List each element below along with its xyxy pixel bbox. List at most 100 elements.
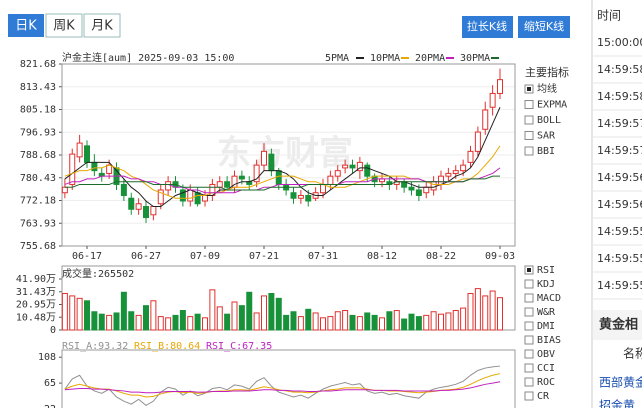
indicator[interactable]: BIAS	[537, 335, 561, 346]
volume-bar	[202, 317, 208, 331]
y-tick-label: 772.18	[20, 196, 56, 207]
indicator[interactable]: DMI	[537, 321, 555, 332]
checkbox[interactable]	[524, 293, 534, 303]
indicator[interactable]: CCI	[537, 363, 555, 374]
column-header: 名称	[623, 346, 642, 361]
tab[interactable]: 周K	[53, 19, 75, 34]
candle-body	[349, 164, 356, 169]
volume-bar	[283, 314, 290, 331]
volume-bar	[334, 311, 341, 331]
checkbox[interactable]	[524, 131, 534, 140]
button-label[interactable]: 拉长K线	[467, 19, 507, 33]
checkbox-mark[interactable]	[527, 268, 531, 272]
indicator[interactable]: BOLL	[537, 115, 561, 126]
time: 14:59:55	[597, 252, 642, 265]
checkbox[interactable]	[524, 100, 534, 109]
volume-bar	[467, 292, 474, 331]
indicator[interactable]: EXPMA	[537, 100, 567, 111]
volume-bar	[489, 290, 496, 331]
time: 14:59:57	[597, 144, 642, 157]
volume-bar	[179, 310, 186, 331]
candle-body	[84, 145, 90, 163]
volume-bar	[98, 313, 105, 331]
tab-active[interactable]	[8, 14, 44, 37]
indicator[interactable]: 均线	[537, 82, 557, 95]
x-tick-label: 08-12	[367, 251, 397, 262]
volume-bar	[120, 291, 127, 331]
candle-body	[320, 183, 326, 194]
candle-body	[143, 206, 149, 219]
rsi-line	[64, 381, 501, 394]
indicator[interactable]: SAR	[537, 131, 556, 142]
indicator[interactable]: ROC	[537, 377, 555, 388]
volume-bar	[430, 311, 437, 331]
y-tick-label: 0	[50, 325, 56, 336]
checkbox[interactable]	[524, 279, 534, 289]
candle-body	[497, 79, 503, 94]
indicator[interactable]: CR	[537, 391, 550, 402]
time: 14:59:55	[597, 279, 642, 292]
chart-title: 沪金主连[aum] 2025-09-03 15:00	[62, 51, 234, 64]
volume-bar	[172, 314, 179, 331]
time: 14:59:55	[597, 225, 642, 238]
tab[interactable]: 日K	[15, 19, 37, 34]
x-tick-label: 08-22	[426, 251, 456, 262]
candle-body	[430, 181, 437, 191]
time: 15:00:00	[597, 36, 642, 49]
candle-body	[157, 189, 164, 205]
candle-body	[128, 197, 135, 210]
button[interactable]	[462, 16, 513, 38]
candle-body	[327, 175, 334, 185]
volume-bar	[297, 316, 304, 331]
time: 14:59:58	[597, 90, 642, 103]
candle-body	[106, 164, 113, 174]
x-tick-label: 07-09	[190, 251, 220, 262]
volume-bar	[342, 310, 349, 331]
indicator[interactable]: MACD	[537, 293, 561, 304]
candle-body	[489, 92, 496, 108]
checkbox[interactable]	[524, 363, 534, 373]
candle-body	[61, 186, 68, 194]
candle-body	[415, 189, 422, 196]
row-name[interactable]: 招金黄	[599, 398, 635, 408]
volume-bar	[408, 313, 415, 331]
row-name[interactable]: 西部黄金	[599, 375, 642, 390]
volume-bar	[379, 317, 385, 331]
candle-body	[135, 203, 142, 210]
indicator[interactable]: OBV	[537, 349, 555, 360]
tab[interactable]: 月K	[91, 19, 113, 34]
y-tick-label: 10.48万	[16, 312, 56, 323]
candle-body	[202, 194, 208, 202]
volume-bar	[401, 318, 408, 331]
indicator[interactable]: W&R	[537, 307, 556, 318]
indicator[interactable]: RSI	[537, 265, 555, 276]
volume-bar	[356, 316, 363, 331]
candle-body	[445, 172, 452, 177]
candle-body	[364, 164, 371, 177]
checkbox[interactable]	[524, 377, 534, 387]
candle-body	[305, 194, 312, 202]
candle-body	[238, 175, 245, 180]
checkbox[interactable]	[524, 115, 534, 125]
checkbox[interactable]	[524, 349, 534, 359]
time: 14:59:57	[597, 117, 642, 130]
volume-bar	[460, 307, 467, 331]
checkbox[interactable]	[524, 335, 534, 345]
button[interactable]	[518, 16, 570, 38]
candle-body	[69, 153, 76, 185]
button-label[interactable]: 缩短K线	[524, 19, 564, 33]
indicator[interactable]: KDJ	[537, 279, 555, 290]
checkbox[interactable]	[524, 321, 534, 331]
tab-box[interactable]	[45, 13, 83, 38]
checkbox-mark[interactable]	[527, 87, 531, 91]
candle-body	[268, 153, 275, 172]
candle-body	[460, 164, 467, 172]
indicator[interactable]: BBI	[537, 146, 555, 157]
checkbox[interactable]	[524, 307, 534, 317]
tab-box[interactable]	[83, 13, 121, 38]
checkbox[interactable]	[524, 146, 534, 156]
checkbox[interactable]	[524, 391, 534, 401]
candle-body	[187, 189, 194, 202]
ma-line	[64, 175, 500, 191]
candle-body	[120, 183, 127, 196]
